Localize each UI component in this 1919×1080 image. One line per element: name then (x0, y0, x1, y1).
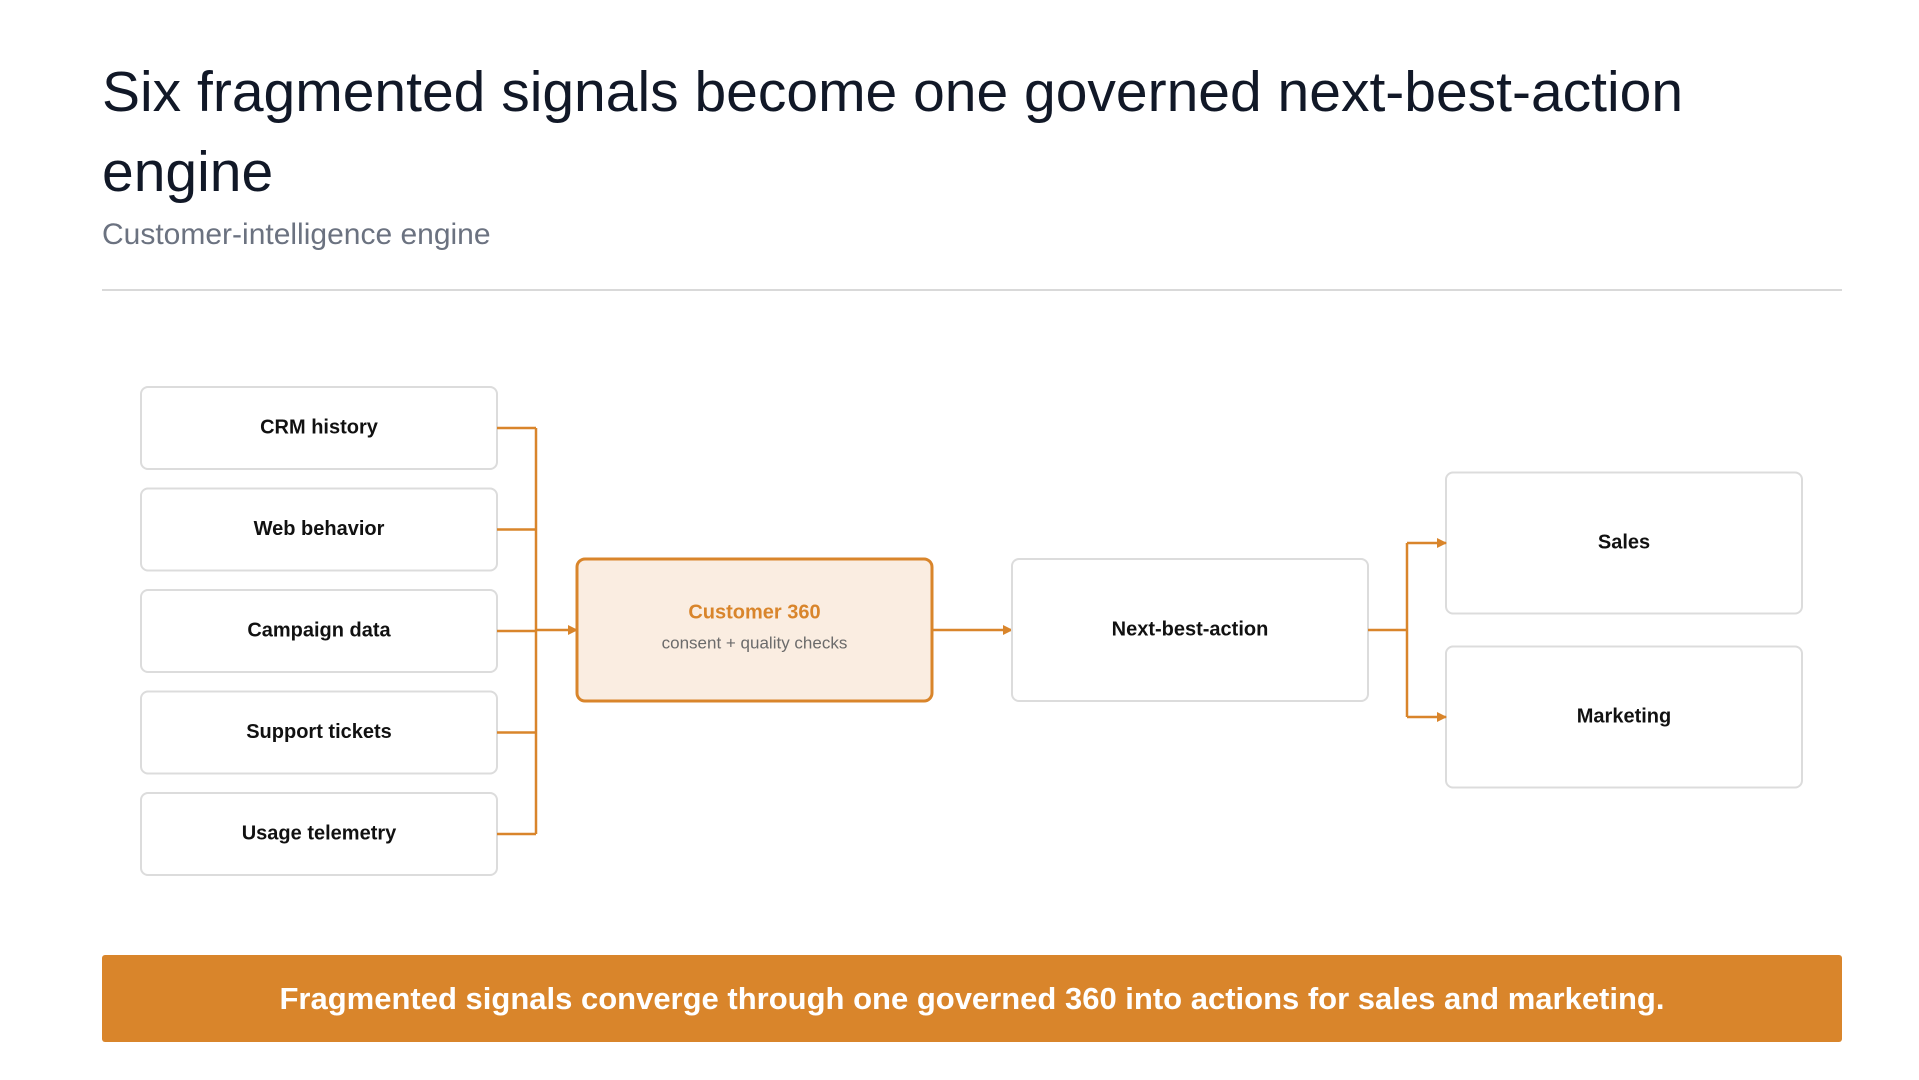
hub-box (575, 557, 934, 703)
source-box-label: Web behavior (254, 518, 385, 540)
hub-sublabel: consent + quality checks (662, 633, 848, 652)
source-box-label: Campaign data (247, 619, 391, 641)
output-box-label: Sales (1598, 531, 1650, 553)
hub-label: Customer 360 (688, 601, 820, 623)
engine-box-label: Next-best-action (1112, 618, 1269, 640)
source-box-label: Usage telemetry (242, 822, 397, 844)
divider (102, 289, 1842, 291)
output-box-label: Marketing (1577, 705, 1671, 727)
banner: Fragmented signals converge through one … (102, 955, 1842, 1042)
title: Six fragmented signals become one govern… (102, 60, 1684, 204)
source-box-label: CRM history (260, 416, 379, 438)
subtitle: Customer-intelligence engine (102, 218, 491, 251)
source-box-label: Support tickets (246, 721, 392, 743)
